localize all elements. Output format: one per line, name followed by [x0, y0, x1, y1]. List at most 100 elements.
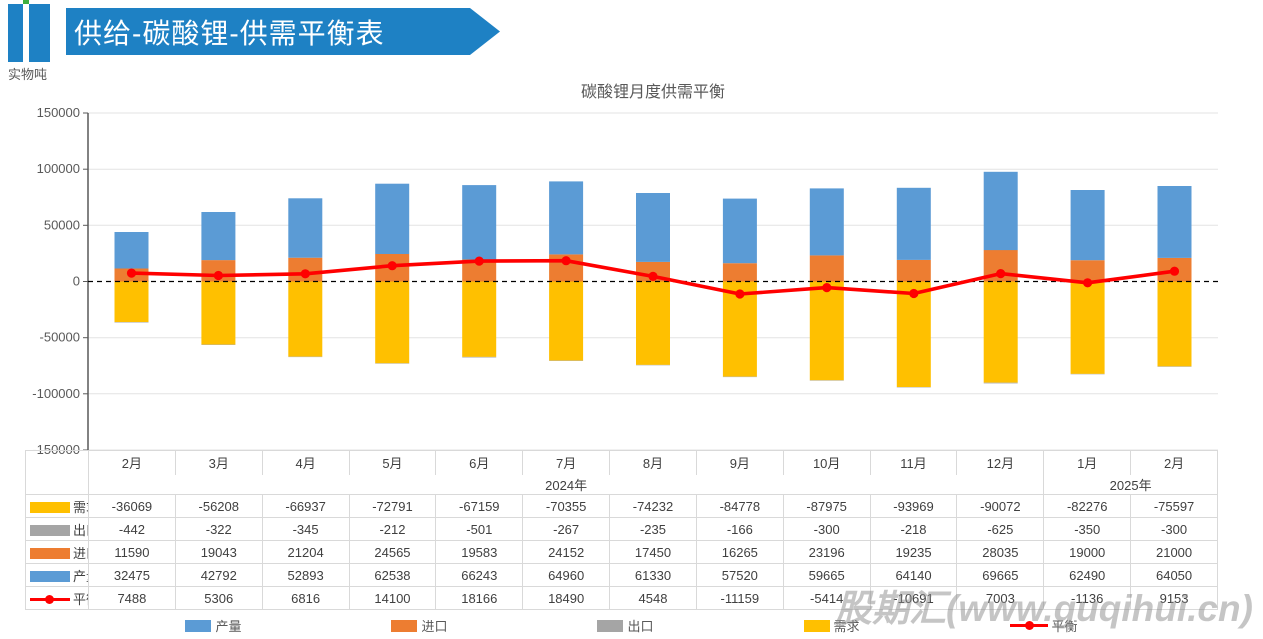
cell-demand: -36069 [88, 494, 176, 518]
balance-point[interactable] [474, 256, 484, 266]
table-month-header: 10月 [782, 450, 871, 475]
legend-label: 出口 [627, 619, 654, 634]
row-label-demand: 需求 [25, 494, 89, 518]
y-axis-tick-label: -50000 [40, 330, 80, 345]
bar-demand[interactable] [983, 281, 1018, 383]
cell-demand: -72791 [348, 494, 437, 518]
bar-production[interactable] [462, 185, 497, 260]
cell-production: 57520 [695, 563, 784, 587]
bar-demand[interactable] [549, 281, 584, 361]
balance-point[interactable] [909, 288, 919, 299]
cell-import: 11590 [88, 540, 176, 564]
bar-demand[interactable] [809, 281, 844, 381]
bar-production[interactable] [1070, 190, 1105, 261]
bar-import[interactable] [1070, 260, 1105, 282]
bar-production[interactable] [896, 187, 931, 260]
bar-production[interactable] [288, 198, 323, 258]
bar-production[interactable] [722, 198, 757, 264]
cell-demand: -56208 [174, 494, 263, 518]
cell-import: 24152 [522, 540, 611, 564]
bar-export[interactable] [114, 322, 149, 323]
legend-swatch-import [30, 547, 70, 559]
bar-demand[interactable] [896, 281, 931, 388]
cell-production: 32475 [88, 563, 176, 587]
row-label-production: 产量 [25, 563, 89, 587]
bar-demand[interactable] [636, 281, 670, 365]
bar-demand[interactable] [462, 281, 497, 357]
table-month-header: 12月 [956, 450, 1045, 475]
balance-point[interactable] [387, 261, 397, 271]
table-month-header: 2月 [88, 450, 176, 475]
logo-bar-2 [29, 4, 50, 62]
cell-export: -322 [174, 517, 263, 541]
balance-point[interactable] [300, 269, 310, 279]
cell-import: 17450 [609, 540, 697, 564]
table-month-header: 3月 [174, 450, 263, 475]
cell-balance: 7488 [88, 586, 176, 610]
production-legend-icon [185, 619, 212, 632]
bar-demand[interactable] [114, 281, 149, 323]
bar-production[interactable] [636, 193, 670, 262]
bar-production[interactable] [1157, 186, 1192, 258]
row-label-text: 进口 [73, 545, 88, 561]
balance-point[interactable] [1083, 278, 1093, 288]
cell-export: -300 [782, 517, 871, 541]
balance-point[interactable] [996, 269, 1006, 279]
table-month-header: 8月 [609, 450, 697, 475]
table-row-demand: 需求-36069-56208-66937-72791-67159-70355-7… [25, 494, 1218, 518]
cell-demand: -70355 [522, 494, 611, 518]
balance-point[interactable] [1169, 266, 1180, 276]
row-label-text: 产量 [73, 568, 88, 584]
bar-demand[interactable] [1070, 281, 1105, 374]
balance-point[interactable] [735, 289, 745, 299]
cell-balance: 5306 [174, 586, 263, 610]
legend-item-production[interactable]: 产量 [185, 616, 241, 635]
bar-export[interactable] [462, 356, 497, 358]
legend-item-export[interactable]: 出口 [597, 616, 654, 635]
cell-production: 62538 [348, 563, 437, 587]
bar-production[interactable] [114, 232, 149, 269]
bar-import[interactable] [462, 259, 497, 282]
cell-export: -166 [695, 517, 784, 541]
import-legend-icon [391, 619, 418, 632]
bar-demand[interactable] [288, 281, 323, 357]
balance-point[interactable] [561, 256, 571, 266]
page-title: 供给-碳酸锂-供需平衡表 [74, 17, 385, 49]
cell-import: 28035 [956, 540, 1045, 564]
cell-production: 64050 [1130, 563, 1218, 587]
cell-export: -350 [1043, 517, 1132, 541]
legend-item-demand[interactable]: 需求 [803, 616, 860, 635]
balance-point[interactable] [213, 270, 223, 281]
cell-demand: -87975 [782, 494, 871, 518]
row-label-export: 出口 [25, 517, 89, 541]
export-legend-icon [597, 619, 624, 632]
legend-swatch-export [30, 524, 70, 536]
cell-production: 64960 [522, 563, 611, 587]
cell-export: -267 [522, 517, 611, 541]
bar-production[interactable] [983, 171, 1018, 251]
bar-export[interactable] [983, 382, 1018, 384]
bar-production[interactable] [375, 183, 410, 254]
balance-point[interactable] [822, 283, 832, 293]
bar-production[interactable] [549, 181, 584, 255]
balance-point[interactable] [126, 268, 137, 278]
bar-demand[interactable] [201, 281, 236, 345]
bar-import[interactable] [896, 259, 931, 282]
bar-import[interactable] [809, 255, 844, 282]
bar-production[interactable] [809, 188, 844, 256]
legend-item-import[interactable]: 进口 [391, 616, 447, 635]
cell-balance: 18490 [522, 586, 611, 610]
cell-demand: -84778 [695, 494, 784, 518]
logo-bar-1 [8, 4, 23, 62]
bar-demand[interactable] [375, 281, 410, 364]
cell-import: 16265 [695, 540, 784, 564]
bar-demand[interactable] [1157, 281, 1192, 367]
bar-import[interactable] [722, 263, 757, 282]
table-corner-cell [25, 450, 89, 495]
cell-export: -625 [956, 517, 1045, 541]
bar-production[interactable] [201, 212, 236, 261]
balance-point[interactable] [648, 271, 658, 281]
y-axis-tick-label: 150000 [37, 105, 80, 120]
legend-item-balance[interactable]: 平衡 [1009, 616, 1078, 635]
cell-export: -300 [1130, 517, 1218, 541]
